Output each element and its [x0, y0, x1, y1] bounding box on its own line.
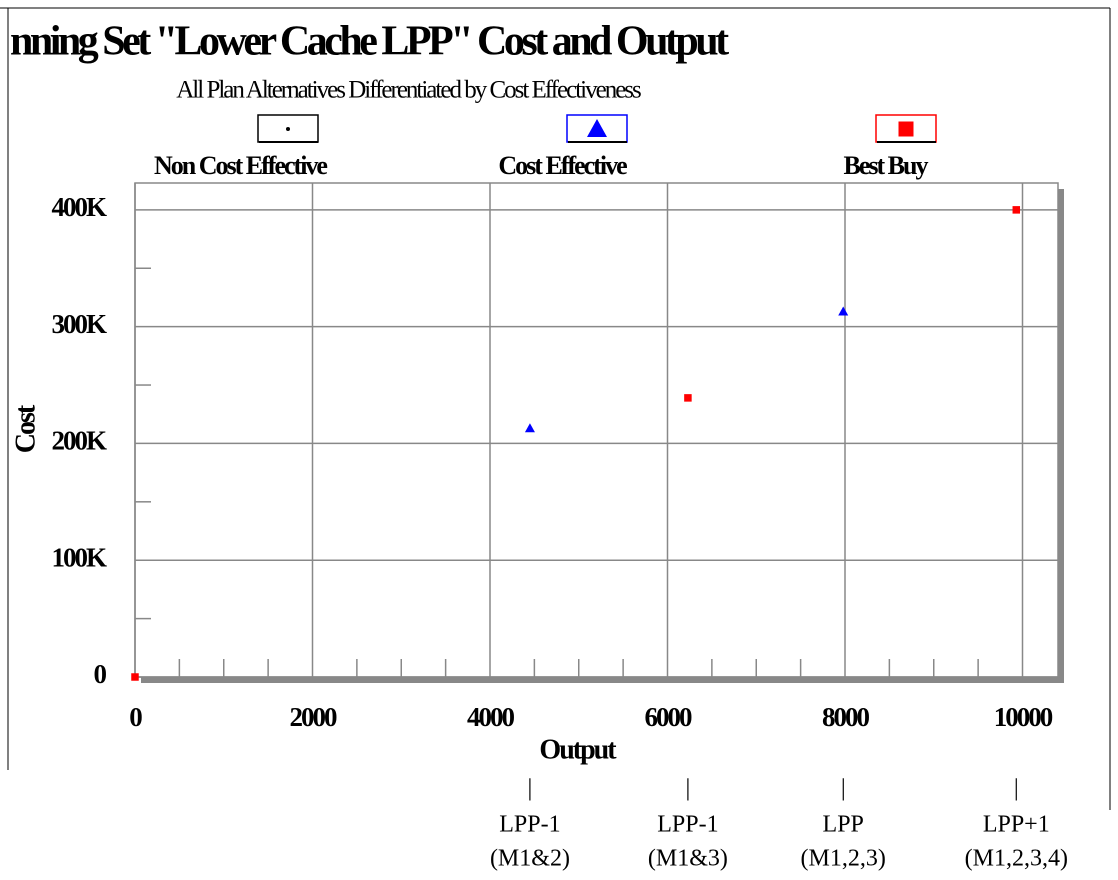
y-tick-label: 0: [94, 659, 107, 689]
annotation-label: LPP-1: [657, 812, 718, 838]
y-tick-label: 200K: [51, 426, 107, 456]
legend-label: Cost Effective: [498, 151, 627, 180]
x-axis-label: Output: [539, 734, 617, 765]
x-tick-label: 2000: [290, 702, 338, 732]
x-tick-label: 4000: [467, 702, 515, 732]
square-marker: [1012, 206, 1021, 214]
dot-marker: [286, 127, 290, 131]
square-marker: [684, 394, 692, 402]
y-axis-label: Cost: [10, 404, 41, 453]
annotation-marker: |: [528, 776, 533, 802]
annotation-marker: |: [841, 776, 846, 802]
annotation-sublabel: (M1&3): [648, 846, 728, 872]
square-marker: [898, 121, 914, 137]
legend-label: Non Cost Effective: [154, 151, 327, 180]
annotation-sublabel: (M1&2): [490, 846, 570, 872]
y-tick-label: 100K: [51, 542, 107, 572]
x-tick-label: 6000: [645, 702, 693, 732]
legend-label: Best Buy: [844, 151, 929, 180]
annotation-label: LPP-1: [499, 812, 560, 838]
triangle-marker: [838, 306, 849, 316]
y-tick-label: 400K: [51, 192, 107, 222]
chart-subtitle: All Plan Alternatives Differentiated by …: [176, 77, 641, 104]
chart-title: nning Set "Lower Cache LPP" Cost and Out…: [10, 19, 729, 65]
x-tick-label: 10000: [994, 702, 1053, 732]
annotation-sublabel: (M1,2,3,4): [965, 846, 1068, 872]
annotation-label: LPP: [823, 812, 864, 838]
triangle-marker: [524, 423, 535, 433]
annotation-label: LPP+1: [983, 812, 1050, 838]
annotation-marker: |: [1014, 776, 1019, 802]
y-tick-label: 300K: [51, 309, 107, 339]
annotation-sublabel: (M1,2,3): [801, 846, 886, 872]
x-tick-label: 0: [129, 702, 142, 732]
plot-area: [134, 182, 1059, 678]
triangle-marker: [587, 119, 607, 137]
x-tick-label: 8000: [822, 702, 870, 732]
annotation-marker: |: [686, 776, 691, 802]
square-marker: [131, 673, 139, 681]
